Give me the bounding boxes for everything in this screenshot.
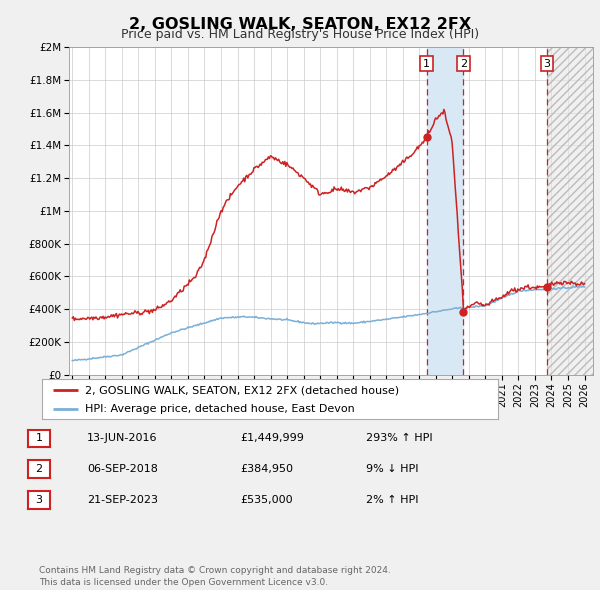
Text: 1: 1 <box>35 434 43 443</box>
Text: £384,950: £384,950 <box>240 464 293 474</box>
Text: 21-SEP-2023: 21-SEP-2023 <box>87 495 158 504</box>
Text: 2% ↑ HPI: 2% ↑ HPI <box>366 495 419 504</box>
Bar <box>427 47 463 375</box>
Text: Price paid vs. HM Land Registry's House Price Index (HPI): Price paid vs. HM Land Registry's House … <box>121 28 479 41</box>
Text: 13-JUN-2016: 13-JUN-2016 <box>87 434 157 443</box>
Text: 3: 3 <box>35 495 43 504</box>
Text: 9% ↓ HPI: 9% ↓ HPI <box>366 464 419 474</box>
Text: £1,449,999: £1,449,999 <box>240 434 304 443</box>
Text: 06-SEP-2018: 06-SEP-2018 <box>87 464 158 474</box>
Text: HPI: Average price, detached house, East Devon: HPI: Average price, detached house, East… <box>85 404 355 414</box>
Text: £535,000: £535,000 <box>240 495 293 504</box>
Text: 2, GOSLING WALK, SEATON, EX12 2FX (detached house): 2, GOSLING WALK, SEATON, EX12 2FX (detac… <box>85 385 400 395</box>
Text: 3: 3 <box>544 58 550 68</box>
Text: 2, GOSLING WALK, SEATON, EX12 2FX: 2, GOSLING WALK, SEATON, EX12 2FX <box>129 17 471 31</box>
Text: 2: 2 <box>460 58 467 68</box>
Bar <box>547 47 600 375</box>
Text: 2: 2 <box>35 464 43 474</box>
Text: 1: 1 <box>423 58 430 68</box>
Bar <box>547 47 600 375</box>
Text: 293% ↑ HPI: 293% ↑ HPI <box>366 434 433 443</box>
Text: Contains HM Land Registry data © Crown copyright and database right 2024.
This d: Contains HM Land Registry data © Crown c… <box>39 566 391 587</box>
